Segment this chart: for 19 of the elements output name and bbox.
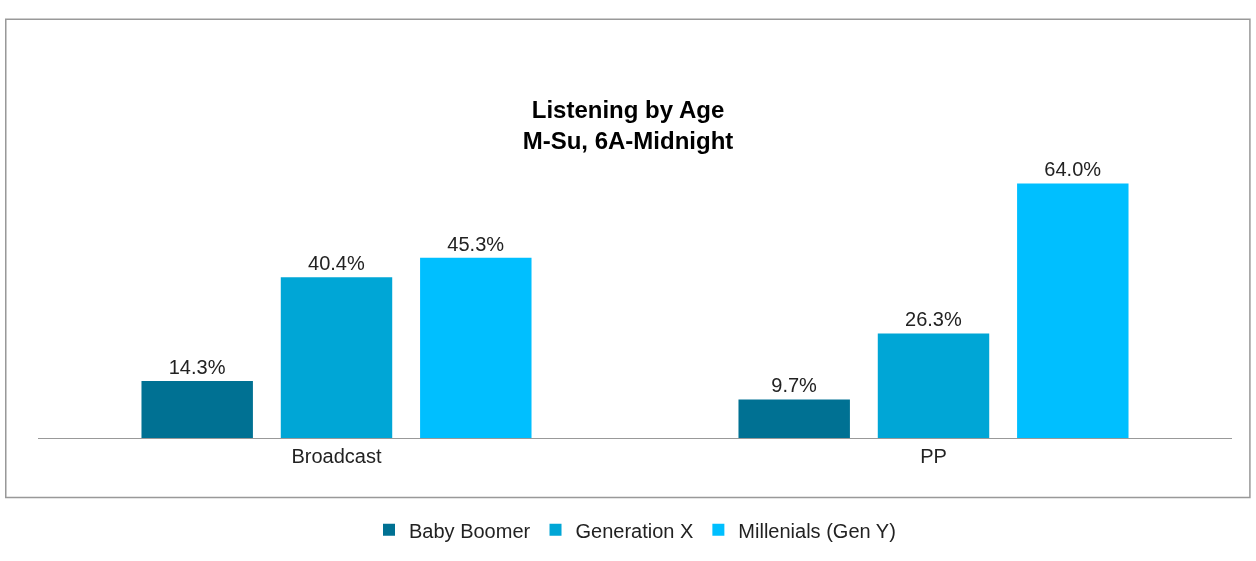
data-label: 14.3% <box>168 356 226 379</box>
bar <box>877 333 990 438</box>
legend-label: Generation X <box>575 519 694 542</box>
data-label: 45.3% <box>447 232 505 255</box>
chart-title: Listening by Age <box>531 95 725 123</box>
bar <box>420 257 532 438</box>
x-tick-label: Broadcast <box>291 445 382 467</box>
data-label: 64.0% <box>1044 158 1102 181</box>
legend-label: Millenials (Gen Y) <box>738 519 896 542</box>
bar <box>738 399 850 438</box>
legend-label: Baby Boomer <box>409 519 531 542</box>
bar <box>141 381 253 438</box>
data-label: 26.3% <box>905 308 962 331</box>
data-label: 40.4% <box>308 252 365 275</box>
data-label: 9.7% <box>771 374 818 397</box>
bar <box>280 277 393 438</box>
chart-subtitle: M-Su, 6A-Midnight <box>522 127 734 155</box>
bar <box>1017 183 1129 438</box>
x-tick-label: PP <box>920 445 947 467</box>
